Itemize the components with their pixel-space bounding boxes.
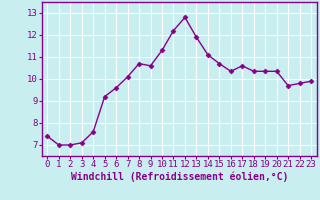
- X-axis label: Windchill (Refroidissement éolien,°C): Windchill (Refroidissement éolien,°C): [70, 172, 288, 182]
